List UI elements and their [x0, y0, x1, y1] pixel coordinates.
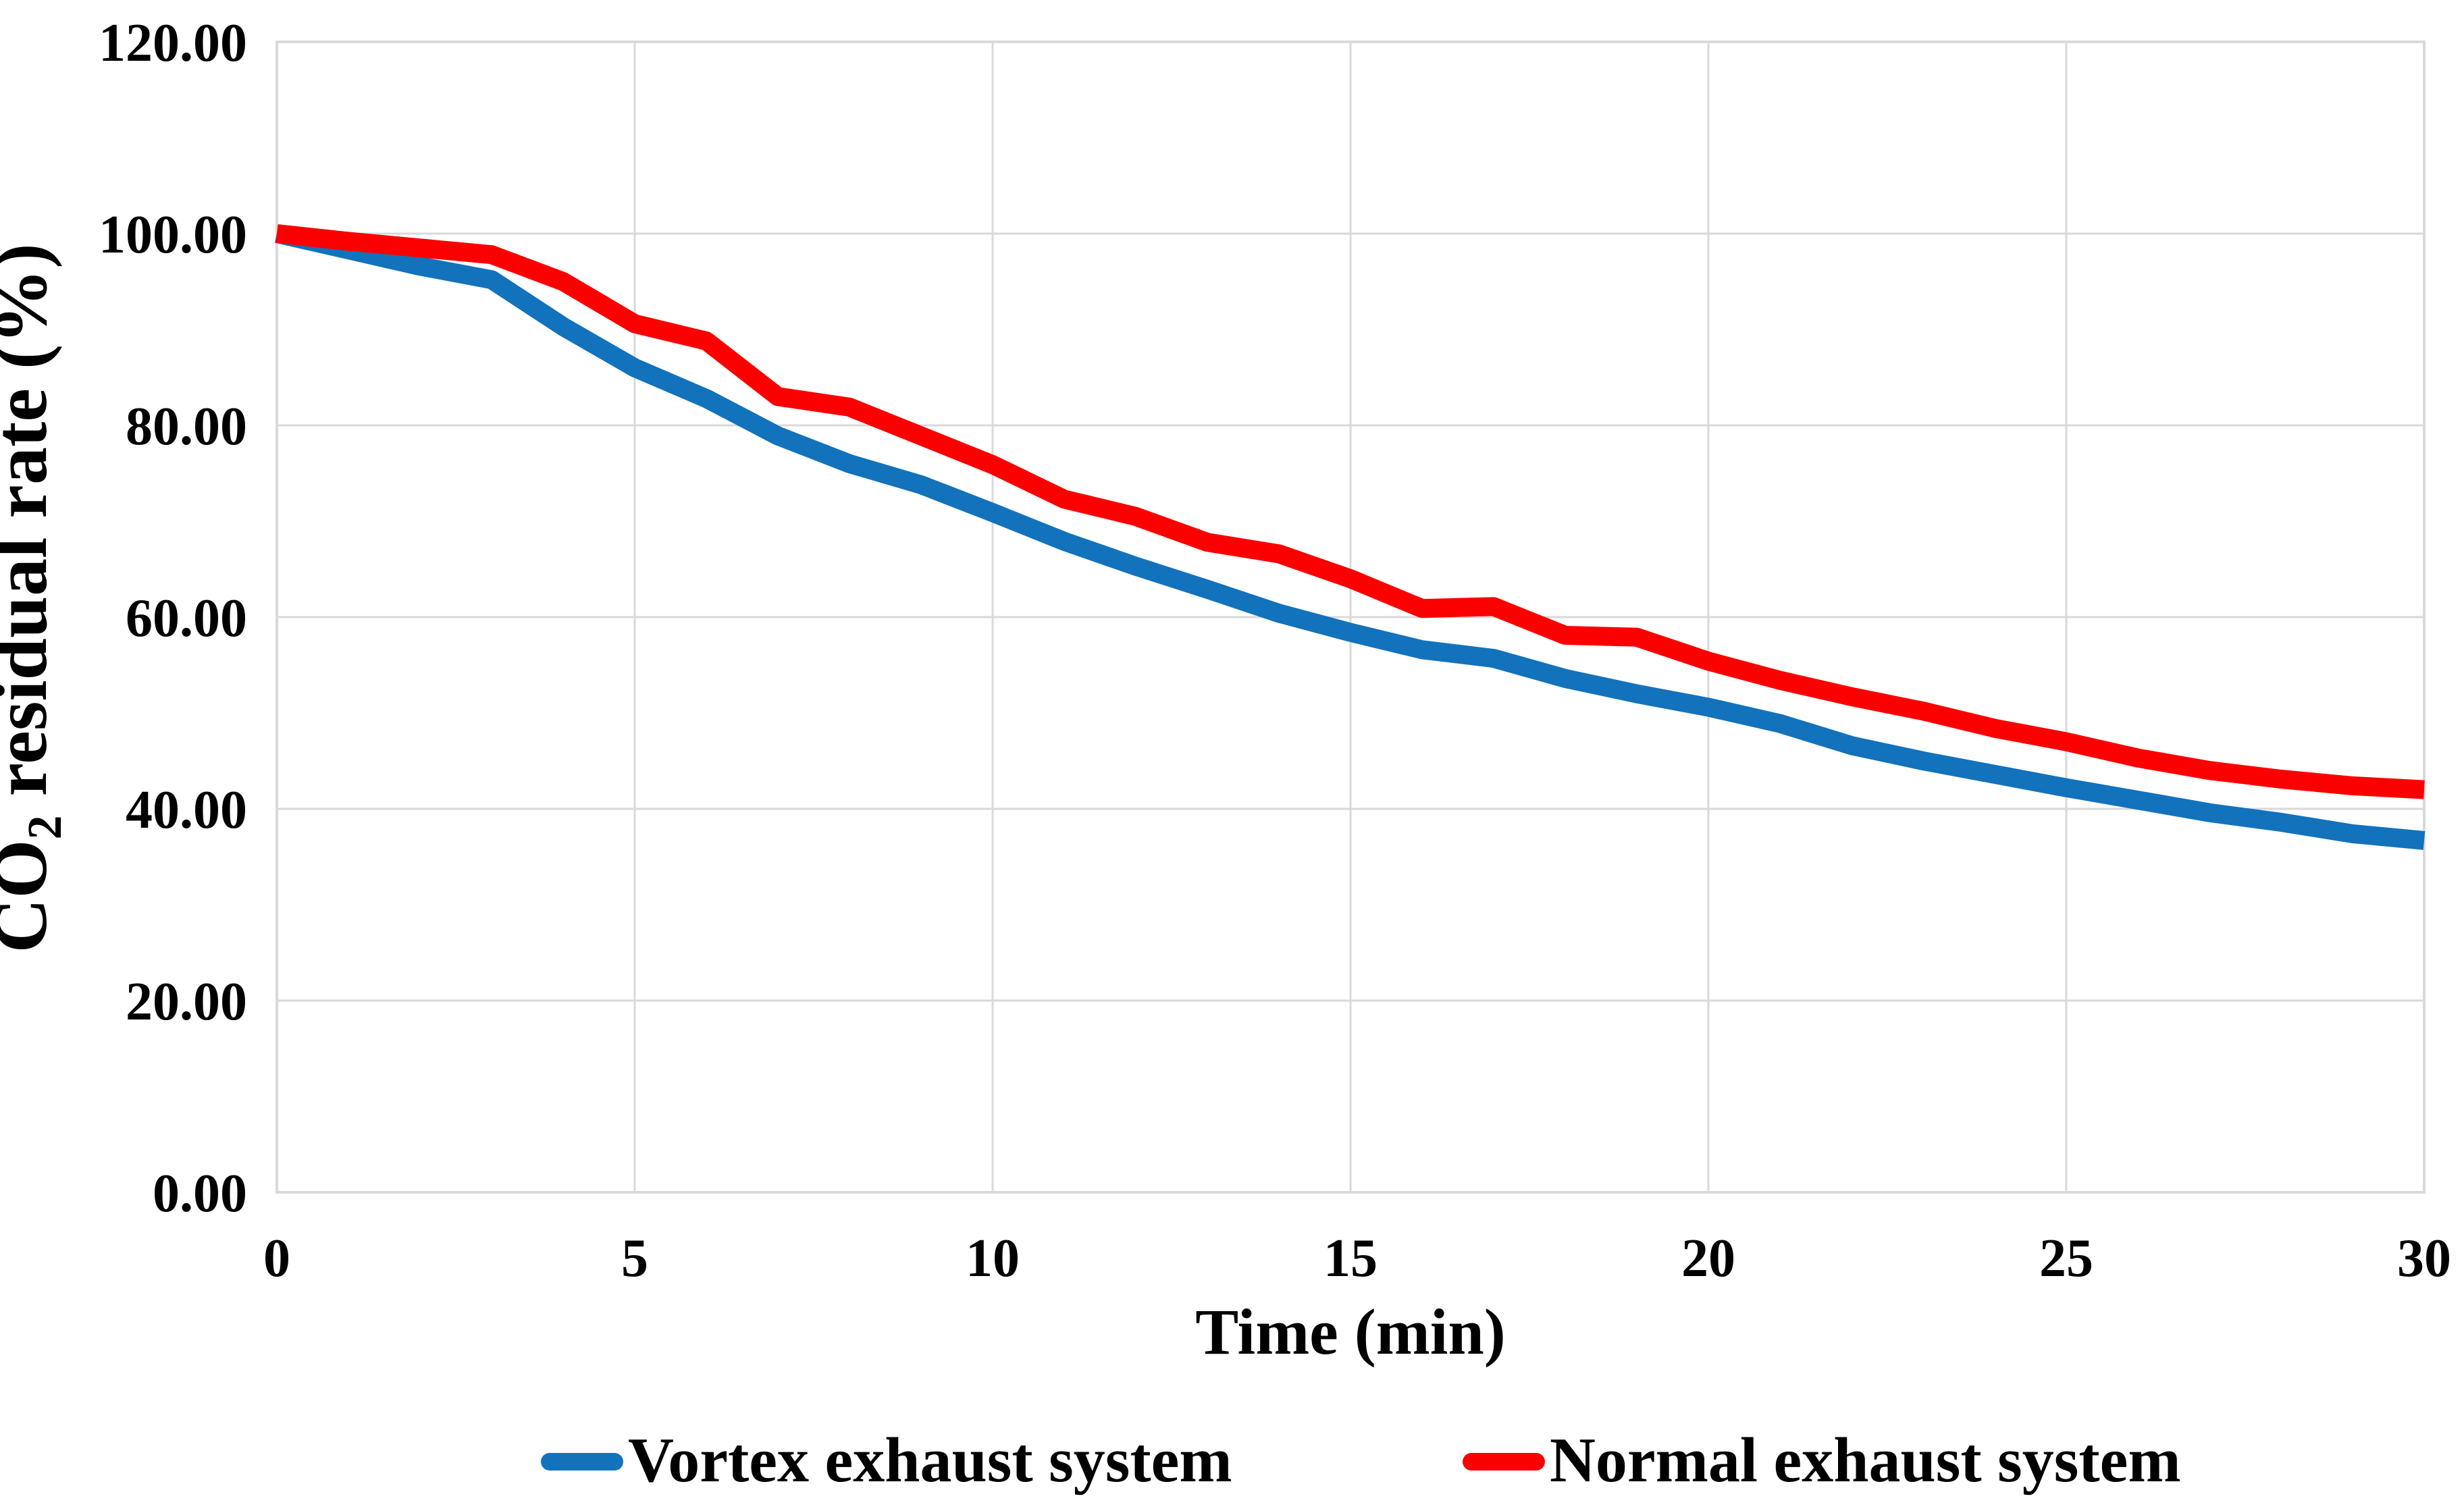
normal-line-swatch	[1463, 1453, 1545, 1470]
x-axis-tick-labels: 0 5 10 15 20 25 30	[263, 1229, 2451, 1288]
x-tick-label: 0	[263, 1229, 290, 1288]
legend-label-vortex: Vortex exhaust system	[628, 1425, 1232, 1495]
y-tick-label: 20.00	[126, 972, 247, 1032]
gridlines	[277, 42, 2424, 1192]
x-tick-label: 20	[1681, 1229, 1735, 1288]
x-tick-label: 25	[2039, 1229, 2093, 1288]
y-tick-label: 100.00	[99, 205, 247, 265]
y-tick-label: 80.00	[126, 397, 247, 456]
legend-item-vortex: Vortex exhaust system	[541, 1425, 1232, 1495]
series-line-vortex	[274, 224, 2426, 850]
x-tick-label: 5	[621, 1229, 648, 1288]
y-tick-label: 0.00	[153, 1164, 247, 1223]
y-axis-title-pre: CO	[0, 840, 63, 953]
legend: Vortex exhaust system Normal exhaust sys…	[541, 1425, 2181, 1495]
y-axis-title-subscript: 2	[18, 816, 72, 840]
x-tick-label: 30	[2397, 1229, 2451, 1288]
x-axis-title: Time (min)	[1195, 1296, 1506, 1368]
series-line-normal	[276, 224, 2425, 799]
y-tick-label: 60.00	[126, 589, 247, 648]
y-axis-tick-labels: 120.00 100.00 80.00 60.00 40.00 20.00 0.00	[99, 14, 247, 1223]
data-series	[274, 224, 2426, 850]
vortex-line-swatch	[541, 1453, 623, 1470]
y-axis-title-post: residual rate (%)	[0, 243, 63, 815]
y-tick-label: 40.00	[126, 780, 247, 840]
x-tick-label: 10	[966, 1229, 1020, 1288]
x-tick-label: 15	[1323, 1229, 1378, 1288]
legend-item-normal: Normal exhaust system	[1463, 1425, 2181, 1495]
legend-label-normal: Normal exhaust system	[1550, 1425, 2181, 1495]
y-axis-title: CO2 residual rate (%)	[0, 243, 72, 953]
y-tick-label: 120.00	[99, 14, 247, 73]
